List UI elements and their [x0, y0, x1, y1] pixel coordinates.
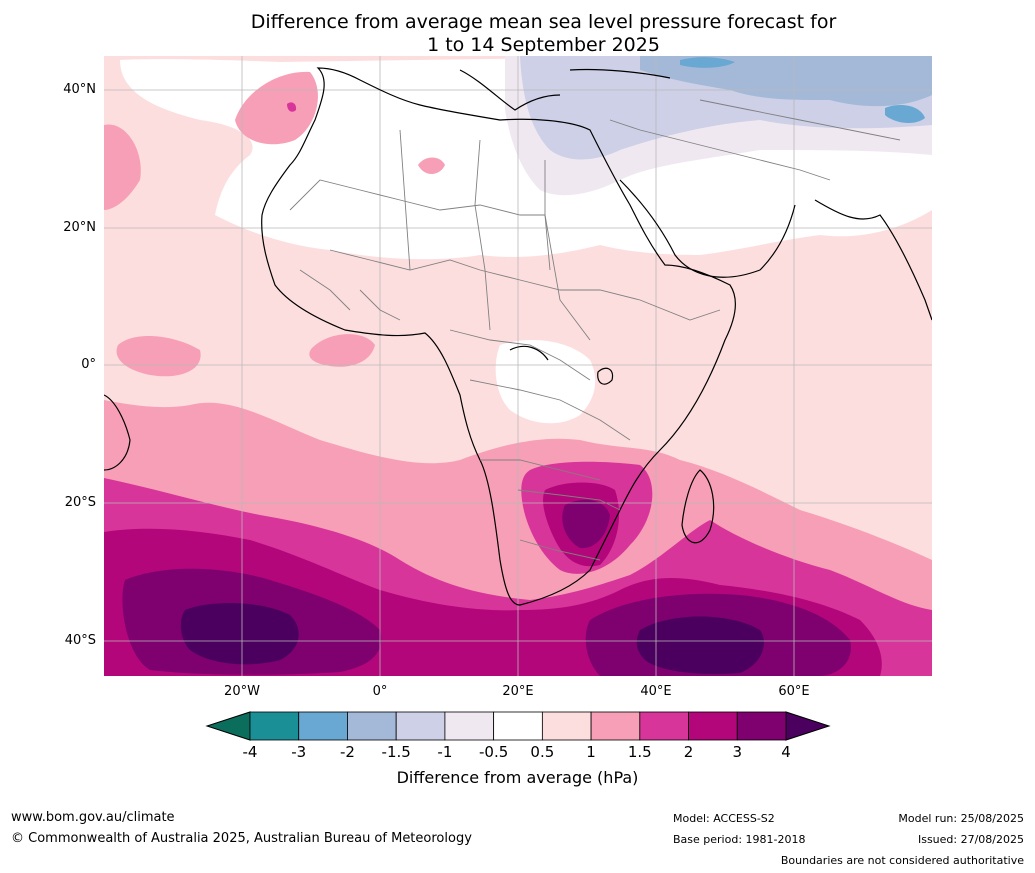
anomaly-zone-pos1-west: [104, 124, 141, 210]
anomaly-zone-neg2: [680, 57, 735, 68]
footer-disclaimer: Boundaries are not considered authoritat…: [780, 854, 1024, 867]
anomaly-zone-neg15: [640, 56, 932, 107]
anomaly-zone-pos3-interior: [562, 499, 610, 549]
lon-label-40e: 40°E: [640, 684, 672, 699]
colorbar-tick-label: 3: [732, 743, 743, 761]
colorbar-tick-label: -2: [339, 743, 355, 761]
colorbar-tick-label: 1.5: [627, 743, 652, 761]
footer-copyright: © Commonwealth of Australia 2025, Austra…: [11, 831, 472, 846]
lat-label-20n: 20°N: [63, 220, 96, 235]
anomaly-zone-pos1-sahara: [418, 157, 445, 175]
colorbar-tick-label: -1.5: [381, 743, 411, 761]
map-title-line1: Difference from average mean sea level p…: [250, 11, 837, 33]
footer-base-period: Base period: 1981-2018: [673, 833, 806, 846]
graticule: [104, 56, 932, 676]
colorbar-label: Difference from average (hPa): [396, 768, 639, 787]
footer-website: www.bom.gov.au/climate: [11, 810, 175, 825]
lat-label-20s: 20°S: [64, 495, 96, 510]
colorbar-tick-label: 2: [683, 743, 694, 761]
lon-label-60e: 60°E: [778, 684, 810, 699]
colorbar-tick-label: -1: [437, 743, 453, 761]
anomaly-zone-neutral-central: [495, 340, 596, 424]
anomaly-zone-pos1-atlantic: [116, 335, 201, 377]
colorbar-tick-label: -4: [242, 743, 258, 761]
anomaly-zone-pos15-azores: [287, 102, 297, 112]
lon-label-20e: 20°E: [502, 684, 534, 699]
lon-label-20w: 20°W: [224, 684, 260, 699]
anomaly-zone-pos4-atlantic: [180, 603, 299, 665]
lat-label-40s: 40°S: [64, 633, 96, 648]
anomaly-zone-neg2-east: [885, 105, 925, 124]
footer-model: Model: ACCESS-S2: [673, 812, 775, 825]
lat-label-40n: 40°N: [63, 82, 96, 97]
colorbar-tick-label: -3: [291, 743, 307, 761]
colorbar-tick-label: 1: [586, 743, 596, 761]
country-borders: [289, 99, 901, 561]
colorbar-tick-label: 0.5: [530, 743, 555, 761]
colorbar-tick-label: 4: [781, 743, 791, 761]
anomaly-zone-pos1-gulf: [309, 334, 375, 367]
colorbar-tick-label: -0.5: [478, 743, 509, 761]
coastlines: [104, 67, 932, 606]
lon-label-0: 0°: [372, 684, 388, 699]
map-title-line2: 1 to 14 September 2025: [427, 34, 660, 56]
lat-label-0: 0°: [81, 357, 96, 372]
footer-issued: Issued: 27/08/2025: [917, 833, 1024, 846]
footer-model-run: Model run: 25/08/2025: [898, 812, 1024, 825]
anomaly-zone-pos4-indian: [636, 616, 764, 674]
